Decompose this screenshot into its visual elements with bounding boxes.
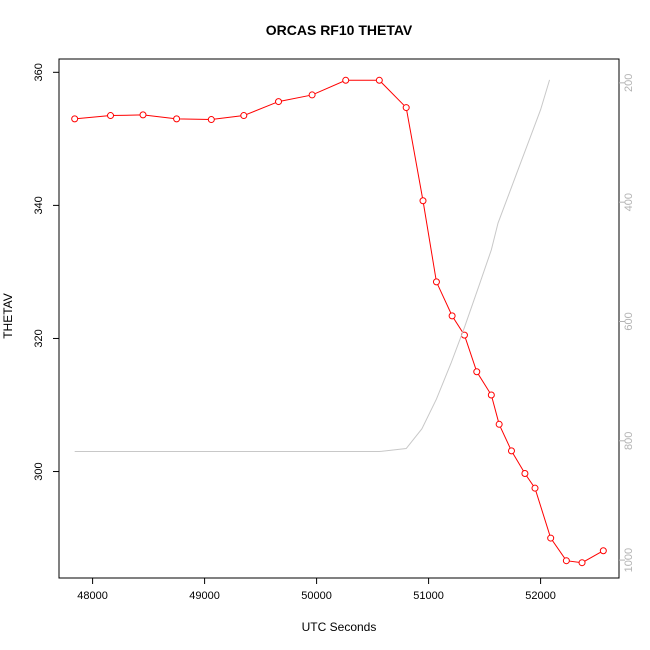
data-point-marker: [342, 76, 350, 84]
data-point-marker: [507, 447, 515, 455]
data-point-marker: [432, 278, 440, 286]
data-point-marker: [275, 98, 283, 106]
data-point-marker: [473, 368, 481, 376]
y-axis-label: THETAV: [1, 293, 15, 339]
x-tick-label: 49000: [189, 590, 220, 602]
secondary-series-line: [74, 79, 551, 453]
y-tick-label: 340: [33, 196, 45, 214]
series-layer: [71, 76, 607, 567]
primary-series: [71, 76, 607, 567]
y-tick-label: 300: [33, 462, 45, 480]
data-point-marker: [173, 115, 181, 123]
data-point-marker: [599, 547, 607, 555]
y2-tick-label: 1000: [623, 548, 635, 572]
data-point-marker: [495, 420, 503, 428]
plot-frame: [58, 58, 620, 579]
y2-tick-label: 200: [623, 74, 635, 92]
data-point-marker: [487, 391, 495, 399]
data-point-marker: [308, 91, 316, 99]
data-point-marker: [71, 115, 79, 123]
data-point-marker: [207, 116, 215, 124]
data-point-marker: [562, 557, 570, 565]
x-tick-label: 51000: [413, 590, 444, 602]
data-point-marker: [521, 470, 529, 478]
secondary-series: [74, 79, 551, 453]
data-point-marker: [419, 197, 427, 205]
x-axis-label: UTC Seconds: [302, 620, 377, 634]
data-point-marker: [139, 111, 147, 119]
y-tick-label: 320: [33, 329, 45, 347]
y2-axis: 200 400 600 800 1000: [619, 74, 635, 572]
chart-title: ORCAS RF10 THETAV: [266, 22, 413, 38]
data-point-marker: [107, 112, 115, 120]
data-point-marker: [402, 104, 410, 112]
x-tick-label: 50000: [301, 590, 332, 602]
x-tick-label: 48000: [77, 590, 108, 602]
data-point-marker: [240, 112, 248, 120]
data-point-marker: [448, 312, 456, 320]
x-axis: 48000 49000 50000 51000 52000: [77, 578, 556, 602]
data-point-marker: [375, 76, 383, 84]
y2-tick-label: 600: [623, 312, 635, 330]
x-tick-label: 52000: [525, 590, 556, 602]
data-point-marker: [531, 484, 539, 492]
y-tick-label: 360: [33, 63, 45, 81]
y2-tick-label: 400: [623, 193, 635, 211]
data-point-marker: [547, 534, 555, 542]
y2-tick-label: 800: [623, 432, 635, 450]
data-point-marker: [578, 559, 586, 567]
y-axis: 300 320 340 360: [33, 63, 59, 481]
